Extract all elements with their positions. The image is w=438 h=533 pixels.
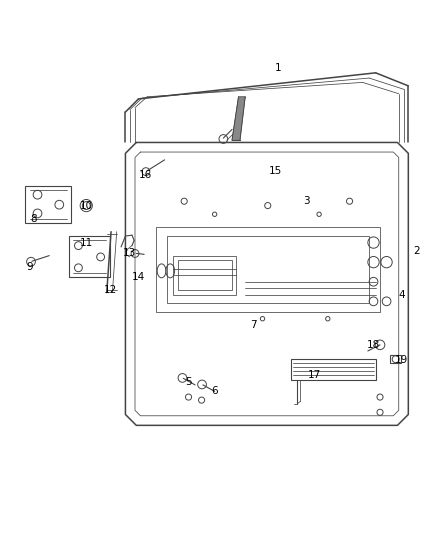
Text: 12: 12 [103,286,117,295]
Text: 1: 1 [275,63,281,74]
Text: 11: 11 [80,238,93,247]
Text: 19: 19 [395,355,408,365]
Text: 2: 2 [414,246,420,256]
Bar [156,228,380,312]
Text: 10: 10 [80,200,93,211]
Text: 4: 4 [399,290,405,300]
Text: 13: 13 [123,248,136,259]
Text: 6: 6 [212,385,218,395]
Bar [167,236,369,303]
Text: 9: 9 [26,262,33,271]
Bar [291,359,376,379]
Text: 15: 15 [269,166,282,176]
Text: 16: 16 [138,170,152,180]
Bar [25,186,71,223]
Text: 18: 18 [367,340,380,350]
Text: 17: 17 [308,370,321,381]
Text: 8: 8 [31,214,37,224]
Text: 7: 7 [251,320,257,330]
Text: 5: 5 [185,377,192,387]
Text: 14: 14 [132,272,145,282]
Text: 3: 3 [303,196,309,206]
Bar [69,236,110,277]
Polygon shape [232,97,245,140]
Bar [178,260,232,290]
Bar [173,256,237,295]
Bar [390,356,401,363]
